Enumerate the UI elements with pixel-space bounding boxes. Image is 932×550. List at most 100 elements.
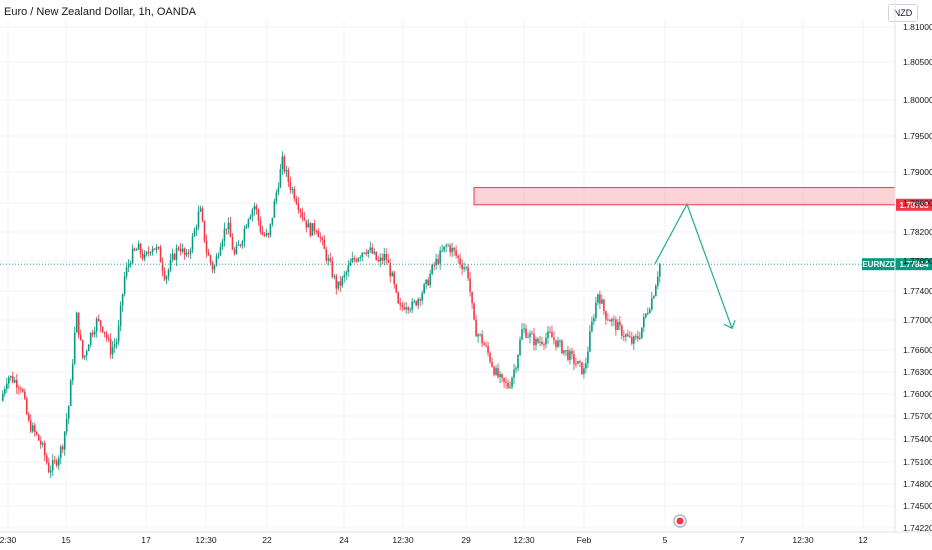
candle-body — [559, 340, 561, 342]
candle-body — [457, 255, 459, 259]
candle-body — [201, 208, 204, 221]
candle-body — [183, 248, 186, 255]
candle-body — [585, 363, 587, 369]
candle-body — [387, 260, 390, 263]
candle-body — [227, 222, 230, 230]
candle-body — [297, 203, 300, 210]
candle-body — [475, 319, 477, 337]
candle-body — [239, 244, 242, 246]
candle-body — [331, 261, 334, 277]
candle-body — [373, 251, 376, 254]
candle-body — [539, 341, 541, 343]
candle-body — [627, 334, 629, 337]
candle-body — [7, 377, 10, 384]
candle-body — [617, 321, 619, 331]
candle-body — [535, 338, 537, 346]
candle-body — [619, 321, 621, 326]
candle-body — [645, 313, 647, 318]
candle-body — [525, 328, 527, 338]
candle-body — [347, 265, 350, 273]
y-tick-label: 1.79000 — [903, 167, 932, 177]
candle-body — [3, 389, 6, 394]
candle-body — [157, 247, 160, 249]
y-tick-label: 1.78200 — [903, 227, 932, 237]
y-tick-label: 1.80000 — [903, 95, 932, 105]
candle-body — [101, 326, 104, 332]
candle-body — [375, 251, 378, 260]
y-tick-label: 1.76000 — [903, 389, 932, 399]
candle-body — [173, 253, 176, 260]
time-axis[interactable]: 2:30 15 17 12:30 22 24 12:30 29 12:30 Feb 5 7 12:30 1… — [0, 531, 932, 545]
candle-body — [93, 331, 96, 335]
candle-body — [277, 187, 280, 193]
candle-body — [641, 327, 643, 338]
candle-body — [153, 248, 156, 250]
x-tick-label: 24 — [339, 535, 349, 545]
candle-body — [561, 340, 563, 354]
candle-body — [25, 398, 28, 415]
forecast-arrowhead — [723, 320, 736, 330]
candle-body — [2, 393, 4, 401]
candle-body — [479, 334, 481, 336]
candle-body — [517, 354, 519, 369]
candle-body — [311, 223, 314, 236]
candle-body — [519, 339, 521, 355]
candle-body — [67, 405, 70, 419]
candle-body — [105, 333, 108, 339]
candle-body — [597, 294, 599, 303]
candle-body — [37, 434, 40, 441]
candle-body — [47, 462, 50, 473]
candle-body — [473, 303, 475, 320]
candle-body — [257, 209, 260, 221]
candle-body — [259, 220, 262, 232]
candle-body — [481, 334, 483, 344]
candle-body — [289, 181, 292, 190]
forecast-arrow[interactable] — [654, 202, 736, 330]
candle-body — [565, 350, 567, 352]
candle-body — [325, 248, 328, 261]
candle-body — [15, 380, 18, 388]
candle-body — [625, 334, 627, 337]
candle-body — [125, 267, 128, 277]
candle-body — [33, 425, 36, 432]
candle-body — [577, 361, 579, 364]
y-tick-label: 1.75700 — [903, 411, 932, 421]
candle-body — [181, 248, 184, 252]
price-axis[interactable]: 1.81000 1.80500 1.80000 1.79500 1.79000 1.786… — [894, 0, 932, 533]
candle-body — [433, 264, 435, 266]
candle-body — [511, 377, 513, 388]
candle-body — [265, 233, 268, 236]
y-tick-label: 1.74500 — [903, 501, 932, 511]
candle-body — [285, 169, 288, 172]
candle-body — [427, 279, 429, 286]
event-marker-dot — [676, 517, 684, 525]
candle-body — [179, 249, 182, 252]
candle-body — [357, 258, 360, 262]
grid — [0, 20, 895, 530]
candle-body — [655, 285, 657, 297]
candle-body — [371, 247, 374, 254]
event-marker[interactable] — [673, 514, 687, 528]
candle-body — [159, 247, 162, 263]
candle-body — [51, 460, 54, 471]
candle-body — [71, 363, 74, 381]
candle-body — [599, 294, 601, 304]
candle-body — [307, 223, 310, 228]
candle-body — [639, 337, 641, 339]
candle-body — [471, 291, 473, 304]
candle-body — [127, 264, 130, 268]
candle-body — [177, 248, 180, 250]
candle-body — [607, 319, 609, 321]
candle-body — [215, 256, 218, 266]
y-tick-label: 1.77400 — [903, 286, 932, 296]
candle-body — [383, 253, 386, 261]
candle-body — [435, 259, 437, 266]
candle-body — [571, 351, 573, 355]
x-tick-label: 17 — [141, 535, 151, 545]
candle-body — [545, 337, 547, 345]
candle-body — [637, 336, 639, 339]
candle-body — [187, 252, 190, 254]
candle-body — [145, 252, 148, 255]
candle-body — [199, 208, 202, 212]
